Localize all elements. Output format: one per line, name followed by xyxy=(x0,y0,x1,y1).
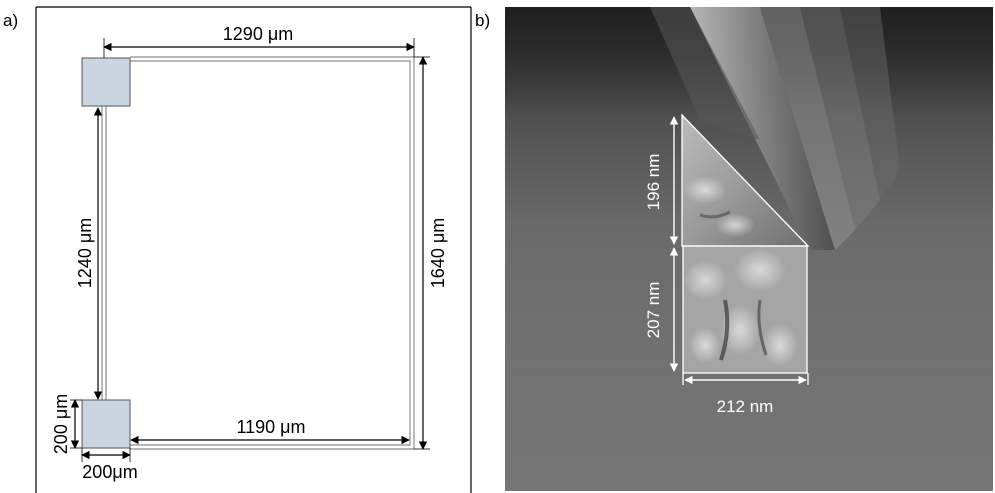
dim-label-upper-height: 196 nm xyxy=(644,154,663,211)
panel-b-label: b) xyxy=(475,11,490,30)
dim-label-top-width: 1290 μm xyxy=(223,24,293,44)
dim-label-pad-height: 200 μm xyxy=(51,394,71,454)
dim-label-left-height: 1240 μm xyxy=(75,218,95,288)
dim-label-pad-width: 200μm xyxy=(82,462,137,482)
panel-b: b) xyxy=(475,7,993,491)
sem-annotations xyxy=(681,113,810,385)
dim-label-base-width: 212 nm xyxy=(717,397,774,416)
contact-pad-top xyxy=(81,57,131,107)
wire-loop xyxy=(101,56,415,450)
dim-label-bottom-width: 1190 μm xyxy=(236,417,305,437)
panel-a-label: a) xyxy=(3,11,18,30)
dim-label-lower-height: 207 nm xyxy=(644,282,663,339)
dim-label-right-height: 1640 μm xyxy=(428,218,448,288)
contact-pad-bottom xyxy=(81,399,131,449)
sem-image xyxy=(505,7,993,491)
panel-a: a) 129 xyxy=(3,6,472,493)
